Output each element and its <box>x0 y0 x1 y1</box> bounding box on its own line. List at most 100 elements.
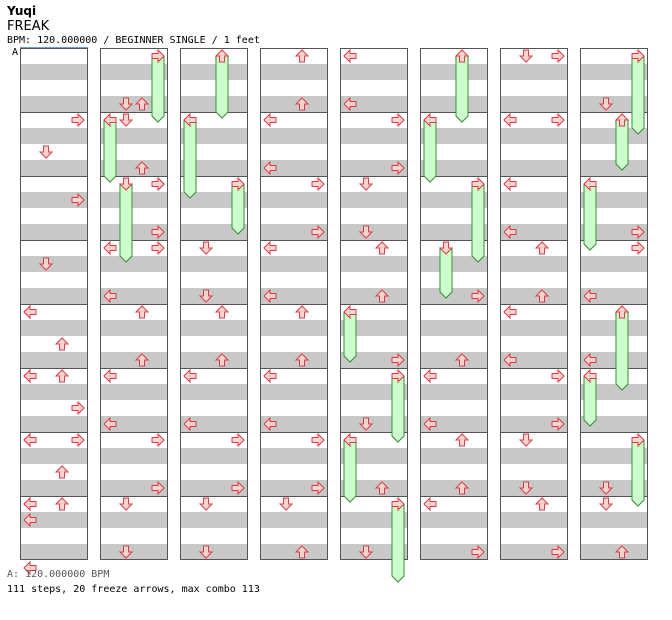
beat-stripe <box>420 160 488 176</box>
beat-stripe <box>500 192 568 208</box>
step-arrow-left <box>183 416 197 432</box>
column-border <box>260 48 328 560</box>
beat-stripe <box>420 192 488 208</box>
step-arrow-down <box>38 145 54 159</box>
beat-stripe <box>500 384 568 400</box>
freeze-arrow-head <box>343 304 357 320</box>
step-arrow-left <box>423 496 437 512</box>
beat-stripe <box>180 480 248 496</box>
column-border <box>20 48 88 560</box>
step-arrow-left <box>343 96 357 112</box>
beat-stripe <box>340 352 408 368</box>
step-arrow-up <box>294 49 310 63</box>
step-arrow-left <box>263 160 277 176</box>
step-arrow-up <box>294 97 310 111</box>
step-arrow-up <box>534 241 550 255</box>
step-arrow-left <box>103 368 117 384</box>
beat-stripe <box>420 480 488 496</box>
beat-stripe <box>420 416 488 432</box>
beat-stripe <box>500 416 568 432</box>
step-arrow-down <box>198 289 214 303</box>
beat-stripe <box>580 480 648 496</box>
column-border <box>500 48 568 560</box>
beat-stripe <box>340 416 408 432</box>
step-arrow-up <box>374 289 390 303</box>
step-arrow-right <box>471 544 485 560</box>
step-arrow-down <box>518 481 534 495</box>
beat-stripe <box>180 320 248 336</box>
freeze-arrow-head <box>183 112 197 128</box>
freeze-arrow-tail <box>343 311 357 363</box>
beat-stripe <box>580 256 648 272</box>
freeze-arrow-tail <box>615 119 629 171</box>
step-arrow-right <box>151 432 165 448</box>
beat-stripe <box>20 480 88 496</box>
beat-stripe <box>20 544 88 560</box>
freeze-arrow-tail <box>471 183 485 263</box>
beat-stripe <box>20 448 88 464</box>
beat-stripe <box>580 416 648 432</box>
step-arrow-down <box>118 545 134 559</box>
step-arrow-up <box>454 353 470 367</box>
freeze-arrow-tail <box>343 439 357 503</box>
beat-stripe <box>20 384 88 400</box>
step-arrow-left <box>583 288 597 304</box>
step-arrow-up <box>214 305 230 319</box>
beat-stripe <box>100 416 168 432</box>
freeze-arrow-tail <box>583 375 597 427</box>
beat-stripe <box>580 288 648 304</box>
beat-stripe <box>260 64 328 80</box>
freeze-arrow-tail <box>183 119 197 199</box>
beat-stripe <box>420 224 488 240</box>
beat-stripe <box>500 480 568 496</box>
beat-stripe <box>340 256 408 272</box>
freeze-arrow-head <box>343 432 357 448</box>
beat-stripe <box>340 160 408 176</box>
beat-stripe <box>580 512 648 528</box>
step-arrow-left <box>503 304 517 320</box>
step-arrow-up <box>54 465 70 479</box>
beat-stripe <box>180 544 248 560</box>
beat-stripe <box>580 448 648 464</box>
step-arrow-down <box>118 113 134 127</box>
beat-stripe <box>100 160 168 176</box>
beat-stripe <box>20 288 88 304</box>
beat-stripe <box>340 480 408 496</box>
beat-stripe <box>420 256 488 272</box>
bpm-marker-label: A <box>12 47 19 58</box>
step-arrow-right <box>391 112 405 128</box>
freeze-arrow-tail <box>119 183 133 263</box>
beat-stripe <box>100 352 168 368</box>
step-arrow-right <box>551 544 565 560</box>
beat-stripe <box>340 192 408 208</box>
beat-stripe <box>260 480 328 496</box>
step-arrow-down <box>518 433 534 447</box>
beat-stripe <box>20 224 88 240</box>
step-arrow-right <box>551 416 565 432</box>
step-arrow-left <box>103 416 117 432</box>
freeze-arrow-tail <box>631 439 645 507</box>
step-arrow-right <box>71 112 85 128</box>
freeze-arrow-tail <box>103 119 117 183</box>
beat-stripe <box>340 288 408 304</box>
beat-stripe <box>580 320 648 336</box>
step-arrow-up <box>134 353 150 367</box>
step-arrow-up <box>294 545 310 559</box>
beat-stripe <box>260 352 328 368</box>
beat-stripe <box>420 512 488 528</box>
column-border <box>580 48 648 560</box>
beat-stripe <box>100 128 168 144</box>
step-arrow-right <box>151 240 165 256</box>
freeze-arrow-head <box>438 241 454 255</box>
step-arrow-left <box>263 416 277 432</box>
beat-stripe <box>260 128 328 144</box>
beat-stripe <box>180 64 248 80</box>
beat-stripe <box>580 128 648 144</box>
step-arrow-up <box>134 161 150 175</box>
step-arrow-right <box>71 432 85 448</box>
beat-stripe <box>20 192 88 208</box>
freeze-arrow-head <box>391 368 405 384</box>
beat-stripe <box>20 160 88 176</box>
step-arrow-left <box>583 352 597 368</box>
freeze-arrow-tail <box>231 183 245 235</box>
